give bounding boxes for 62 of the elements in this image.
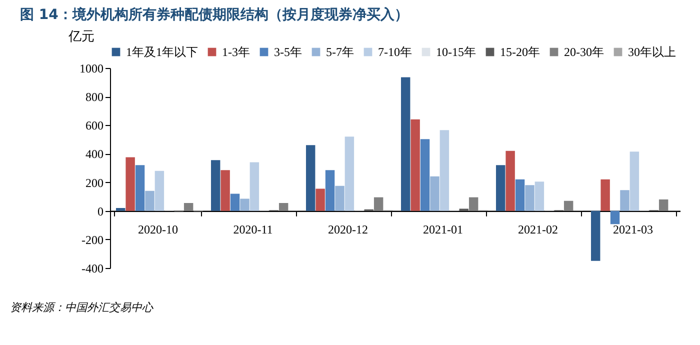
bar — [335, 186, 344, 211]
y-tick-label: 200 — [86, 176, 104, 190]
bar — [325, 170, 335, 211]
y-tick-label: 800 — [86, 90, 104, 104]
legend-label: 1-3年 — [222, 45, 250, 59]
bar — [184, 203, 194, 211]
x-tick-label: 2020-10 — [138, 222, 178, 236]
y-tick-label: 400 — [86, 147, 104, 162]
bar — [590, 210, 600, 261]
x-tick-label: 2021-03 — [613, 222, 653, 236]
bar — [250, 162, 260, 211]
bar — [610, 210, 620, 224]
bar — [468, 197, 478, 211]
bar — [430, 176, 440, 211]
y-axis-title: 亿元 — [68, 30, 94, 44]
bar — [496, 165, 506, 211]
bar — [506, 150, 515, 211]
y-tick-label: 0 — [98, 204, 104, 218]
bar — [306, 145, 316, 211]
legend-label: 5-7年 — [326, 45, 354, 59]
bar — [630, 152, 640, 211]
legend-label: 3-5年 — [274, 45, 302, 59]
bar — [240, 198, 250, 211]
legend-label: 7-10年 — [378, 45, 412, 59]
bar — [440, 130, 450, 211]
y-tick-label: -400 — [82, 262, 104, 276]
legend-label: 10-15年 — [436, 45, 476, 59]
bar — [564, 200, 574, 211]
bar — [154, 170, 164, 211]
y-tick-label: 600 — [86, 118, 104, 133]
bar — [126, 157, 135, 211]
y-tick-label: -200 — [82, 232, 104, 247]
bar — [420, 139, 430, 211]
x-tick-label: 2020-11 — [233, 222, 273, 236]
bar — [210, 160, 220, 211]
bar — [344, 136, 354, 211]
bar — [116, 208, 126, 211]
bar — [534, 182, 544, 211]
bar — [400, 77, 410, 211]
bar — [278, 203, 288, 211]
x-tick-label: 2021-02 — [518, 222, 558, 236]
bar — [515, 179, 525, 211]
bar — [374, 197, 384, 211]
text: 资料来源：中国外汇交易中心 — [10, 300, 153, 315]
bar — [525, 185, 534, 211]
bar — [316, 188, 325, 211]
x-tick-label: 2020-12 — [328, 222, 368, 236]
bar — [620, 190, 630, 211]
bar — [230, 194, 240, 211]
bar — [658, 199, 668, 211]
bar — [600, 179, 610, 211]
bar — [410, 119, 420, 211]
chart-title: 图 14：境外机构所有券种配债期限结构（按月度现券净买入） — [20, 6, 408, 23]
x-tick-label: 2021-01 — [423, 222, 463, 236]
bar — [145, 190, 154, 211]
y-tick-label: 1000 — [80, 62, 104, 76]
bar — [220, 170, 230, 211]
legend-label: 30年以上 — [628, 45, 676, 59]
legend-label: 15-20年 — [500, 45, 540, 59]
legend-label: 20-30年 — [564, 45, 604, 59]
bar — [135, 165, 145, 211]
legend-label: 1年及1年以下 — [126, 45, 198, 59]
